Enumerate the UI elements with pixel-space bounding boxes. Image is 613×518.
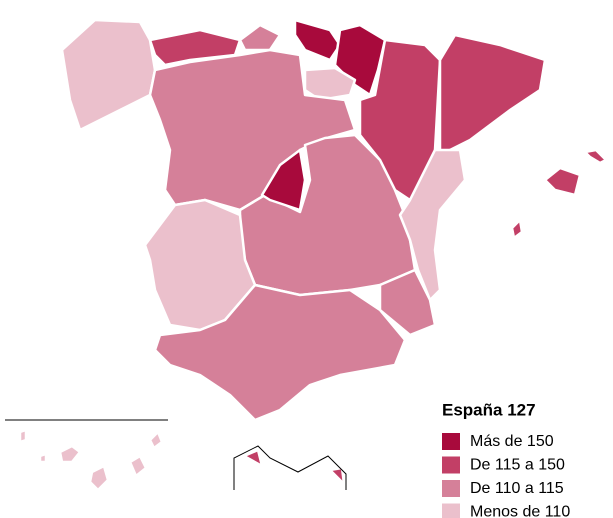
region [38, 452, 48, 464]
legend-swatch [442, 503, 460, 518]
region [58, 444, 82, 464]
legend: España 127 Más de 150 De 115 a 150 De 110 … [442, 400, 570, 518]
region [88, 464, 110, 492]
legend-label: De 115 a 150 [470, 457, 565, 474]
region [293, 18, 342, 62]
region [60, 18, 157, 132]
legend-swatch [442, 433, 460, 450]
region [260, 148, 307, 212]
region [128, 454, 148, 478]
legend-swatch [442, 480, 460, 497]
region [153, 283, 407, 422]
legend-swatch [442, 456, 460, 474]
legend-label: Menos de 110 [470, 504, 570, 518]
region [510, 218, 524, 240]
region [242, 448, 264, 468]
region [148, 430, 164, 450]
region [438, 33, 547, 157]
region [148, 28, 242, 67]
region [328, 466, 346, 486]
legend-label: Más de 150 [470, 433, 554, 450]
region [583, 148, 608, 165]
regions [18, 18, 608, 492]
region [543, 166, 582, 197]
inset-border [233, 445, 347, 490]
legend-label: De 110 a 115 [470, 480, 564, 497]
region [238, 23, 282, 52]
region [18, 428, 28, 444]
legend-title: España 127 [442, 400, 536, 419]
